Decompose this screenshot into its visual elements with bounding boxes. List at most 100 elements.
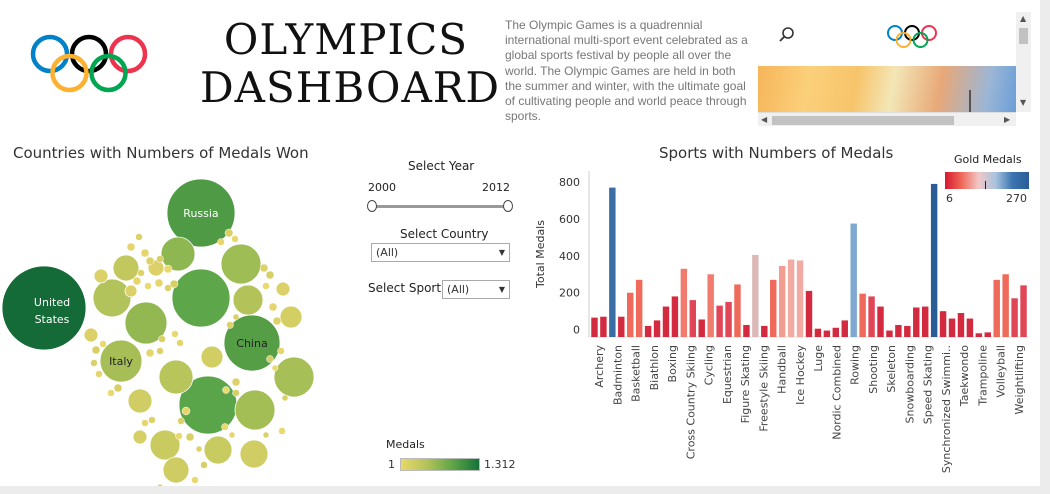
country-bubble[interactable] [145,348,155,358]
country-bubble[interactable] [90,359,98,367]
chevron-up-icon[interactable]: ▲ [1020,14,1027,23]
country-bubble[interactable] [171,330,179,338]
sport-bar[interactable] [939,311,947,337]
sport-bar[interactable] [904,325,911,337]
sport-bar[interactable] [680,268,688,337]
sport-bar[interactable] [814,328,822,337]
country-bubble[interactable] [92,278,132,318]
sport-bar[interactable] [921,306,929,337]
sport-bar[interactable] [1020,285,1027,337]
sport-bar[interactable] [993,279,1000,337]
country-bubble[interactable] [176,339,184,347]
country-bubble[interactable] [164,284,172,292]
sport-bar[interactable] [895,325,902,337]
country-bubble[interactable] [228,431,236,439]
sport-bar[interactable] [859,293,866,337]
country-bubble[interactable] [262,282,270,290]
country-bubble[interactable] [266,355,274,363]
country-bubble[interactable] [175,432,183,440]
country-bubble[interactable] [200,461,208,469]
country-bubble[interactable] [223,314,281,372]
sport-bar[interactable] [913,307,920,337]
country-bubble[interactable] [281,394,289,402]
year-range-slider[interactable] [372,205,508,208]
sport-bar[interactable] [805,290,813,337]
country-bubble[interactable] [239,439,269,469]
country-bubble[interactable] [124,284,138,298]
country-bubble[interactable] [278,427,286,435]
country-bubble-chart[interactable]: United States Russia China Italy [0,165,350,494]
country-bubble[interactable] [271,364,279,372]
sport-bar[interactable] [644,325,652,337]
sport-bar[interactable] [752,254,759,337]
country-bubble[interactable] [99,339,143,383]
sport-bar[interactable] [1002,274,1009,337]
sport-bar[interactable] [743,325,750,337]
country-bubble[interactable] [140,248,150,258]
country-bubble[interactable] [137,269,145,277]
country-bubble[interactable] [126,242,136,252]
country-bubble[interactable] [273,356,315,398]
sport-bar[interactable] [716,305,723,337]
sport-bar[interactable] [957,313,965,337]
country-bubble[interactable] [144,282,152,290]
country-bubble[interactable] [1,265,87,351]
sport-bar[interactable] [778,265,786,337]
country-bubble[interactable] [132,429,148,445]
country-bubble[interactable] [135,233,143,241]
country-bubble[interactable] [195,445,203,453]
sport-bar[interactable] [689,300,697,337]
country-bubble[interactable] [181,406,191,416]
sport-bar[interactable] [671,296,679,337]
sport-bar[interactable] [975,333,983,337]
country-bubble[interactable] [265,270,275,280]
country-bubble[interactable] [222,386,230,394]
country-bubble[interactable] [177,417,185,425]
country-bubble[interactable] [93,268,109,284]
sport-bar[interactable] [618,316,625,337]
country-bubble[interactable] [156,255,164,263]
sport-bar[interactable] [850,223,857,337]
country-dropdown[interactable]: (All) ▼ [371,243,510,262]
sport-bar[interactable] [796,260,804,337]
sport-bar[interactable] [591,317,598,337]
sports-bar-chart[interactable]: 0 200 400 600 800 Total Medals Archery Badminto… [530,165,1035,490]
sport-bar[interactable] [725,301,732,337]
country-bubble[interactable] [191,476,199,484]
horizontal-scrollbar[interactable]: ◀ ▶ [758,112,1016,126]
country-bubble[interactable] [277,347,285,355]
sport-bar[interactable] [823,330,831,337]
country-bubble[interactable] [160,236,196,272]
country-bubble[interactable] [275,281,291,297]
country-bubble[interactable] [91,345,101,355]
chevron-left-icon[interactable]: ◀ [761,115,768,124]
country-bubble[interactable] [145,256,155,266]
country-bubble[interactable] [158,335,166,343]
country-bubble[interactable] [232,284,264,316]
country-bubble[interactable] [141,419,149,427]
country-bubble[interactable] [83,327,99,343]
country-bubble[interactable] [124,301,168,345]
sport-bar[interactable] [653,320,661,337]
sport-bar[interactable] [600,316,607,337]
sport-bar[interactable] [734,284,741,337]
country-bubble[interactable] [185,432,195,442]
sport-bar[interactable] [761,325,768,337]
country-bubble[interactable] [224,228,234,238]
year-slider-min-handle[interactable] [367,200,377,212]
country-bubble[interactable] [99,340,107,348]
year-slider-max-handle[interactable] [503,200,513,212]
sport-bar[interactable] [707,274,714,337]
vertical-scrollbar[interactable]: ▲ ▼ [1016,12,1031,112]
sport-bar[interactable] [948,318,956,337]
sport-bar[interactable] [609,187,616,337]
country-bubble[interactable] [132,276,142,286]
sport-bar[interactable] [635,279,643,337]
country-bubble[interactable] [149,429,181,461]
sport-bar[interactable] [787,259,795,337]
country-bubble[interactable] [169,279,179,289]
sport-bar[interactable] [877,306,884,337]
country-bubble[interactable] [148,416,156,424]
country-bubble[interactable] [220,243,262,285]
sport-bar[interactable] [698,319,705,337]
